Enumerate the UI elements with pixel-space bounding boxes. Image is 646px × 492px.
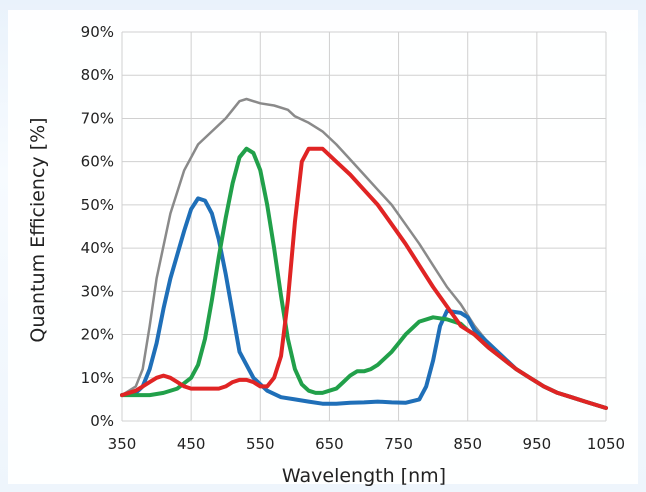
series-line-mono [120,97,608,410]
y-tick-label: 40% [81,239,114,257]
y-tick-label: 0% [90,412,114,430]
y-tick-label: 20% [81,326,114,344]
x-axis-title: Wavelength [nm] [282,465,446,487]
y-tick-label: 80% [81,66,114,84]
x-tick-label: 850 [453,435,482,453]
x-tick-label: 650 [315,435,344,453]
x-tick-label: 350 [108,435,137,453]
y-tick-label: 50% [81,196,114,214]
y-axis-title: Quantum Efficiency [%] [27,117,49,342]
y-tick-label: 60% [81,153,114,171]
tick-labels: 0% 10% 20% 30% 40% 50% 60% 70% 80% 90% 350 450 550 65… [81,23,625,453]
x-tick-label: 750 [384,435,413,453]
series-line-red [120,146,608,410]
series-layer [120,97,608,410]
grid [121,31,607,422]
y-tick-label: 70% [81,109,114,127]
y-tick-label: 90% [81,23,114,41]
x-tick-label: 950 [523,435,552,453]
y-tick-label: 30% [81,282,114,300]
y-tick-label: 10% [81,369,114,387]
x-tick-label: 1050 [587,435,625,453]
series-line-blue [120,196,608,410]
x-tick-label: 450 [177,435,206,453]
x-tick-label: 550 [246,435,275,453]
